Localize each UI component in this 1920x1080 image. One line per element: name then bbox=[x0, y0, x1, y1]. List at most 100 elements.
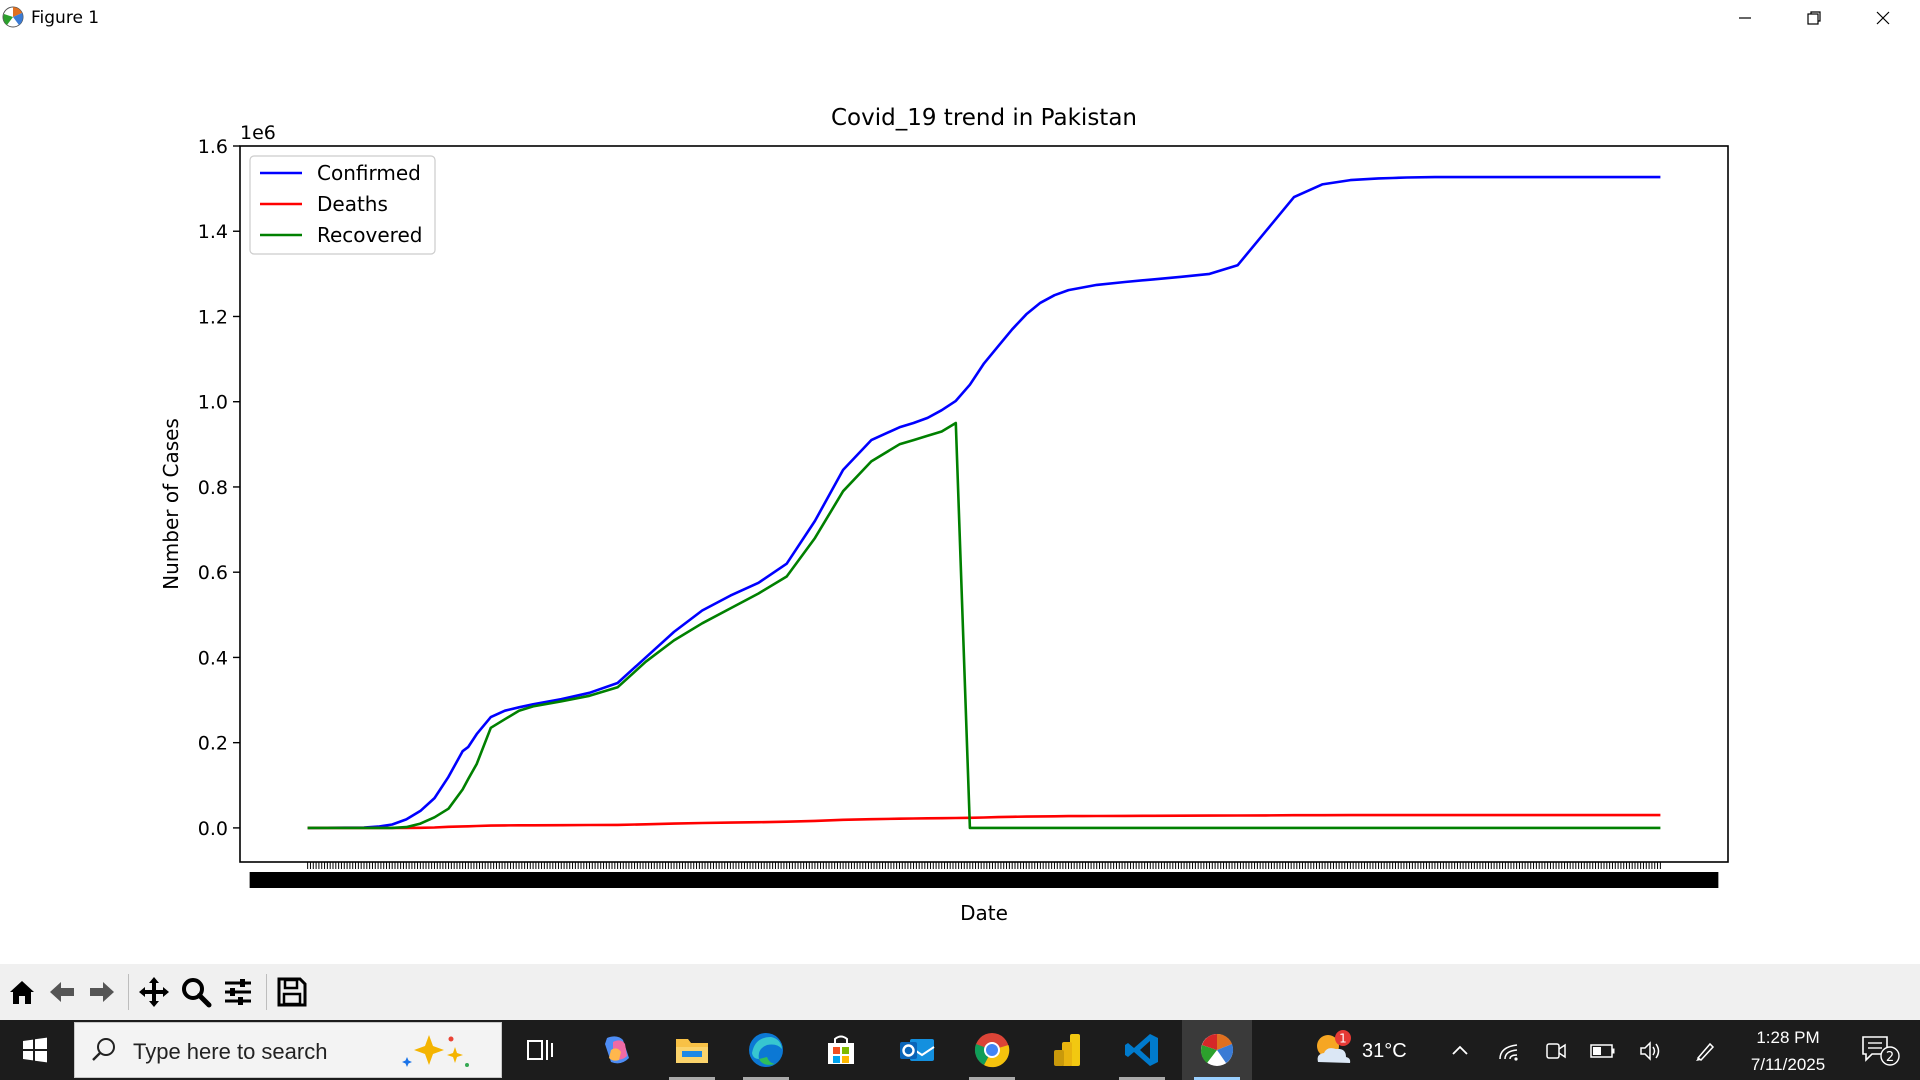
meet-now-tray-button[interactable] bbox=[1543, 1038, 1569, 1064]
legend-label-recovered: Recovered bbox=[317, 223, 422, 247]
taskbar-task-view[interactable] bbox=[505, 1020, 575, 1080]
zoom-icon bbox=[182, 978, 212, 1008]
title-bar[interactable]: Figure 1 bbox=[0, 0, 1920, 36]
x-axis-ticks bbox=[249, 862, 1719, 888]
network-tray-button[interactable] bbox=[1496, 1038, 1522, 1064]
configure-subplots-icon bbox=[225, 979, 251, 1005]
weather-badge: 1 bbox=[1339, 1032, 1347, 1046]
folder-icon bbox=[676, 1039, 708, 1063]
minimize-button[interactable] bbox=[1710, 0, 1780, 36]
notification-count: 2 bbox=[1886, 1050, 1894, 1065]
battery-tray-button[interactable] bbox=[1590, 1038, 1616, 1064]
configure-subplots-button[interactable] bbox=[218, 972, 258, 1012]
taskbar-outlook[interactable] bbox=[882, 1020, 952, 1080]
taskbar-microsoft-store[interactable] bbox=[806, 1020, 876, 1080]
y-tick-label: 0.4 bbox=[198, 647, 228, 669]
windows-logo-icon bbox=[23, 1037, 47, 1063]
store-icon bbox=[828, 1035, 854, 1064]
series-lines bbox=[307, 175, 1661, 830]
search-icon bbox=[92, 1038, 115, 1061]
back-arrow-icon bbox=[50, 982, 74, 1002]
weather-sun-cloud-icon: 1 bbox=[1317, 1030, 1351, 1063]
taskbar-vscode[interactable] bbox=[1107, 1020, 1177, 1080]
legend-label-deaths: Deaths bbox=[317, 192, 388, 216]
clock-time: 1:28 PM bbox=[1756, 1028, 1820, 1047]
running-indicator bbox=[743, 1077, 789, 1080]
chevron-up-icon bbox=[1452, 1045, 1468, 1055]
close-icon bbox=[1876, 11, 1890, 25]
y-tick-label: 0.8 bbox=[198, 477, 228, 499]
taskbar-copilot[interactable] bbox=[582, 1020, 652, 1080]
taskbar-power-bi[interactable] bbox=[1032, 1020, 1102, 1080]
home-icon bbox=[10, 981, 34, 1004]
task-view-icon bbox=[527, 1040, 553, 1060]
search-highlight-sparkles-icon bbox=[402, 1035, 469, 1067]
running-indicator bbox=[1119, 1077, 1165, 1080]
legend: Confirmed Deaths Recovered bbox=[249, 155, 436, 255]
y-tick-label: 1.4 bbox=[198, 221, 228, 243]
pan-button[interactable] bbox=[134, 972, 174, 1012]
clock-date: 7/11/2025 bbox=[1750, 1055, 1826, 1074]
start-button[interactable] bbox=[0, 1020, 70, 1080]
toolbar-separator bbox=[128, 974, 129, 1010]
edge-browser-icon bbox=[749, 1033, 783, 1067]
legend-box bbox=[249, 155, 436, 255]
plot-canvas[interactable]: Covid_19 trend in Pakistan 1e6 0.0 0.2 0.4… bbox=[0, 36, 1920, 964]
toolbar-separator bbox=[266, 974, 267, 1010]
home-button[interactable] bbox=[2, 972, 42, 1012]
series-line-recovered bbox=[307, 421, 1661, 830]
series-line-confirmed bbox=[307, 175, 1661, 830]
weather-temperature: 31°C bbox=[1362, 1040, 1407, 1062]
y-tick-label: 0.2 bbox=[198, 733, 228, 755]
taskbar-clock[interactable]: 1:28 PM 7/11/2025 bbox=[1728, 1024, 1848, 1078]
battery-icon bbox=[1590, 1044, 1615, 1058]
axes-frame bbox=[239, 145, 1729, 863]
save-button[interactable] bbox=[272, 972, 312, 1012]
running-indicator bbox=[969, 1077, 1015, 1080]
x-axis-label: Date bbox=[960, 901, 1008, 925]
y-tick-label: 0.0 bbox=[198, 818, 228, 840]
chart-title: Covid_19 trend in Pakistan bbox=[831, 105, 1137, 131]
y-tick-label: 0.6 bbox=[198, 562, 228, 584]
chart-svg: Covid_19 trend in Pakistan 1e6 0.0 0.2 0.4… bbox=[159, 105, 1729, 925]
y-offset-label: 1e6 bbox=[240, 122, 276, 144]
taskbar-chrome[interactable] bbox=[957, 1020, 1027, 1080]
restore-button[interactable] bbox=[1779, 0, 1849, 36]
forward-arrow-icon bbox=[90, 982, 114, 1002]
notification-center-button[interactable]: 2 bbox=[1860, 1034, 1902, 1072]
camera-icon bbox=[1546, 1043, 1566, 1059]
back-button[interactable] bbox=[42, 972, 82, 1012]
vscode-icon bbox=[1125, 1034, 1158, 1066]
pan-icon bbox=[139, 977, 169, 1007]
volume-tray-button[interactable] bbox=[1637, 1038, 1663, 1064]
close-button[interactable] bbox=[1848, 0, 1918, 36]
series-line-deaths bbox=[307, 813, 1661, 830]
matplotlib-app-icon bbox=[1201, 1033, 1234, 1066]
running-indicator bbox=[669, 1077, 715, 1080]
taskbar-file-explorer[interactable] bbox=[657, 1020, 727, 1080]
forward-button[interactable] bbox=[82, 972, 122, 1012]
running-indicator bbox=[1194, 1077, 1240, 1080]
taskbar-python-figure[interactable] bbox=[1182, 1020, 1252, 1080]
minimize-icon bbox=[1739, 17, 1751, 19]
matplotlib-toolbar bbox=[0, 964, 1920, 1020]
save-icon bbox=[277, 977, 307, 1007]
power-bi-icon bbox=[1054, 1034, 1080, 1066]
legend-label-confirmed: Confirmed bbox=[317, 161, 421, 185]
speaker-icon bbox=[1640, 1041, 1660, 1061]
wifi-icon bbox=[1499, 1044, 1518, 1061]
y-axis-label: Number of Cases bbox=[159, 418, 183, 590]
restore-icon bbox=[1807, 11, 1821, 25]
y-tick-label: 1.0 bbox=[198, 392, 228, 414]
y-tick-label: 1.2 bbox=[198, 306, 228, 328]
pen-tray-button[interactable] bbox=[1692, 1038, 1718, 1064]
search-placeholder: Type here to search bbox=[133, 1039, 328, 1064]
taskbar-edge[interactable] bbox=[731, 1020, 801, 1080]
taskbar-search-box[interactable]: Type here to search bbox=[74, 1022, 502, 1078]
show-hidden-icons-button[interactable] bbox=[1447, 1038, 1473, 1064]
zoom-button[interactable] bbox=[176, 972, 216, 1012]
window-title: Figure 1 bbox=[31, 8, 100, 28]
weather-widget[interactable]: 1 31°C bbox=[1310, 1028, 1407, 1072]
y-axis-ticks: 0.0 0.2 0.4 0.6 0.8 1.0 1.2 1.4 1.6 bbox=[198, 136, 240, 840]
figure-window: Figure 1 Covid_19 trend in Pakistan 1e6 … bbox=[0, 0, 1920, 1020]
